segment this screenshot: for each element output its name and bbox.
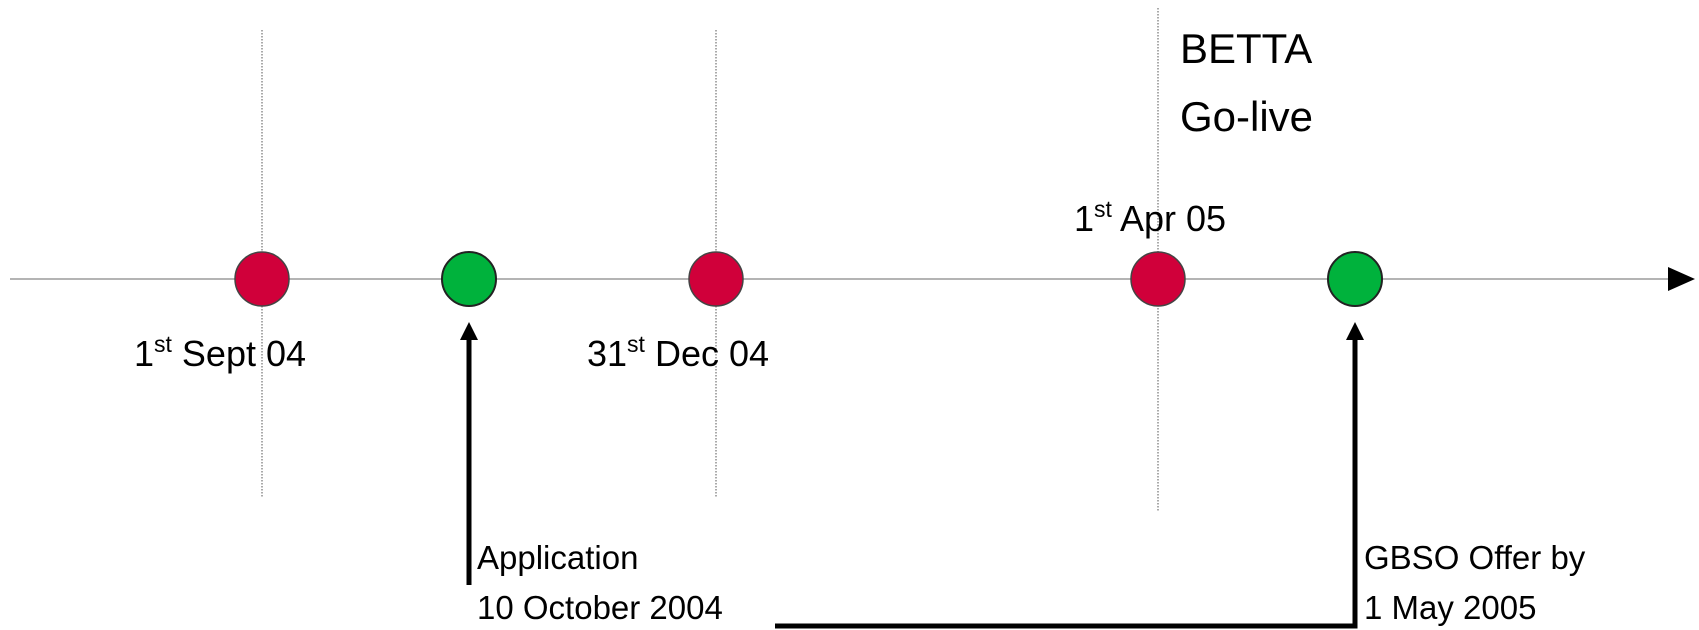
go-live-label: Go-live <box>1180 93 1314 140</box>
offer-label: GBSO Offer by <box>1364 539 1586 576</box>
milestone-label-dec: 31st Dec 04 <box>587 331 770 374</box>
application-date-label: 10 October 2004 <box>477 589 723 626</box>
offer-connector-line <box>775 336 1358 629</box>
milestone-label-apr: 1st Apr 05 <box>1074 196 1227 239</box>
milestone-label-sept: 1st Sept 04 <box>134 331 307 374</box>
application-arrowhead <box>460 322 478 340</box>
betta-label: BETTA <box>1180 25 1313 72</box>
milestone-dot-apr <box>1130 251 1186 307</box>
timeline-arrowhead <box>1668 267 1695 291</box>
milestone-dot-sept <box>234 251 290 307</box>
milestone-dot-dec <box>688 251 744 307</box>
event-dot-offer <box>1327 251 1383 307</box>
event-dot-application <box>441 251 497 307</box>
application-label: Application <box>477 539 639 576</box>
offer-date-label: 1 May 2005 <box>1364 589 1537 626</box>
offer-arrowhead <box>1346 322 1364 340</box>
